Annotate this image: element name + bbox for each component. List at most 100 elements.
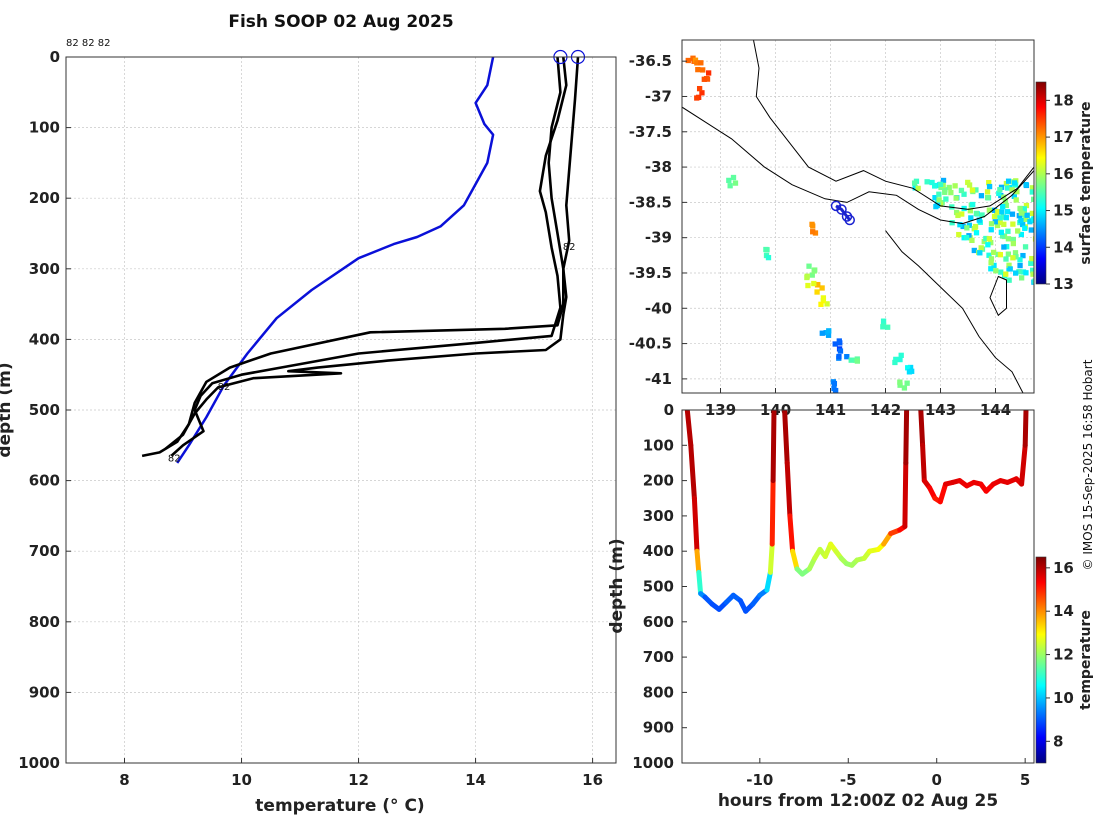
profile-y-ticks: 0 100 200 300 400 500 600 700 800 900 1000: [18, 48, 71, 772]
section-colorbar-tick-label: 8: [1053, 732, 1063, 750]
section-track-segment: [691, 495, 700, 554]
map-sst-cell: [986, 236, 993, 242]
section-track-segment: [782, 410, 790, 466]
section-panel: -10 -5 0 5 01002003004005006007008009001000…: [607, 401, 1094, 811]
map-y-ticks: -36.5 -37 -37.5 -38 -38.5 -39 -39.5 -40 -40.5 -41: [629, 52, 687, 388]
map-sst-cell: [1006, 277, 1012, 283]
map-sst-cell: [1030, 267, 1034, 273]
profile-y-tick-label: 1000: [18, 754, 60, 772]
map-sst-cell: [998, 229, 1004, 235]
section-y-tick-label: 900: [643, 719, 674, 737]
map-sst-cell: [1030, 271, 1034, 277]
map-sst-cell: [992, 219, 998, 225]
map-sst-cell: [937, 181, 944, 188]
map-sst-cell: [977, 250, 983, 256]
map-sst-cell: [985, 242, 991, 248]
map-sst-cell: [1003, 215, 1009, 221]
section-track-segment: [784, 460, 793, 519]
map-coastline: [682, 40, 1034, 393]
map-sst-cell: [1023, 202, 1030, 209]
map-sst-cell: [1000, 203, 1006, 210]
map-sst-cell: [997, 252, 1004, 258]
section-track-segment: [918, 410, 926, 448]
map-sst-cell: [986, 252, 992, 258]
map-sst-cell: [806, 263, 812, 269]
figure-title: Fish SOOP 02 Aug 2025: [228, 12, 453, 32]
map-sst-cell: [812, 267, 818, 273]
section-colorbar-ticks: 8 10 12 14 16: [1046, 559, 1074, 750]
map-sst-cell: [1013, 270, 1019, 276]
map-sst-cell: [1021, 209, 1027, 215]
map-colorbar-tick-label: 13: [1053, 275, 1074, 293]
section-y-tick-label: 700: [643, 648, 674, 666]
map-sst-cell: [967, 208, 973, 214]
map-sst-cell: [988, 239, 994, 246]
section-x-tick-label: -5: [840, 771, 857, 789]
profile-cycle-annotation: 82: [218, 382, 231, 393]
map-sst-cell: [924, 179, 930, 185]
map-frame: [681, 39, 1035, 394]
map-sst-cell: [940, 182, 946, 189]
map-sst-cell: [812, 230, 819, 236]
map-sst-cell: [932, 183, 938, 189]
section-colorbar-tick-label: 16: [1053, 559, 1074, 577]
section-colorbar-tick-label: 12: [1053, 646, 1074, 664]
map-sst-cell: [1031, 196, 1034, 202]
map-sst-cell: [696, 85, 703, 92]
map-sst-cell: [995, 209, 1001, 215]
map-sst-cell: [1011, 193, 1017, 200]
map-sst-cell: [1013, 254, 1019, 260]
map-sst-cell: [1027, 219, 1033, 225]
map-sst-cell: [970, 201, 976, 208]
map-sst-cell: [1004, 209, 1011, 215]
section-colorbar-label: temperature: [1078, 610, 1094, 710]
section-x-label: hours from 12:00Z 02 Aug 25: [718, 791, 998, 811]
map-sst-cell: [820, 298, 827, 304]
map-sst-cell: [844, 354, 850, 360]
section-track-segment: [764, 569, 773, 593]
map-sst-cell: [832, 387, 839, 393]
map-sst-cell: [1028, 260, 1034, 266]
map-sst-cell: [901, 385, 908, 391]
section-track-segment: [769, 478, 776, 547]
section-track-segment: [767, 541, 775, 575]
map-sst-cell: [1029, 189, 1034, 195]
profile-panel: 82 82 82 8 10 12 14 16 0 100 200 300 400 500 600 700 8…: [0, 48, 617, 816]
section-y-tick-label: 800: [643, 683, 674, 701]
map-sst-cell: [704, 76, 711, 82]
map-sst-cell: [804, 274, 810, 281]
map-sst-cell: [1024, 212, 1030, 218]
map-sst-cell: [978, 245, 984, 251]
map-sst-cell: [958, 187, 965, 194]
map-sst-cell: [1003, 271, 1009, 277]
map-sst-cell: [805, 282, 811, 289]
map-sst-cell: [765, 254, 772, 261]
map-sst-cell: [952, 183, 958, 189]
map-sst-cell: [988, 221, 995, 227]
map-sst-cell: [764, 247, 770, 253]
section-track-segment: [688, 442, 697, 501]
cycle-labels: 82 82 82: [66, 38, 111, 49]
map-colorbar-ticks: 13 14 15 16 17 18: [1046, 91, 1074, 293]
map-sst-cell: [1005, 178, 1012, 184]
map-colorbar-tick-label: 14: [1053, 238, 1074, 256]
map-sst-cell: [934, 202, 940, 209]
map-sst-cell: [907, 364, 914, 371]
section-y-tick-label: 200: [643, 472, 674, 490]
map-sst-cells: [685, 55, 1034, 393]
map-sst-cell: [820, 295, 827, 301]
map-sst-cell: [906, 369, 913, 375]
map-sst-cell: [832, 341, 838, 347]
map-sst-cell: [960, 223, 966, 230]
map-sst-cell: [698, 60, 704, 66]
map-sst-cell: [1005, 228, 1011, 234]
map-sst-cell: [981, 238, 987, 245]
map-sst-cell: [905, 365, 911, 371]
map-sst-cell: [1004, 244, 1010, 250]
map-sst-cell: [695, 66, 701, 73]
section-track-segment: [696, 569, 704, 597]
map-sst-cell: [936, 191, 942, 197]
section-track-segment: [770, 410, 777, 484]
map-sst-cell: [957, 222, 963, 228]
